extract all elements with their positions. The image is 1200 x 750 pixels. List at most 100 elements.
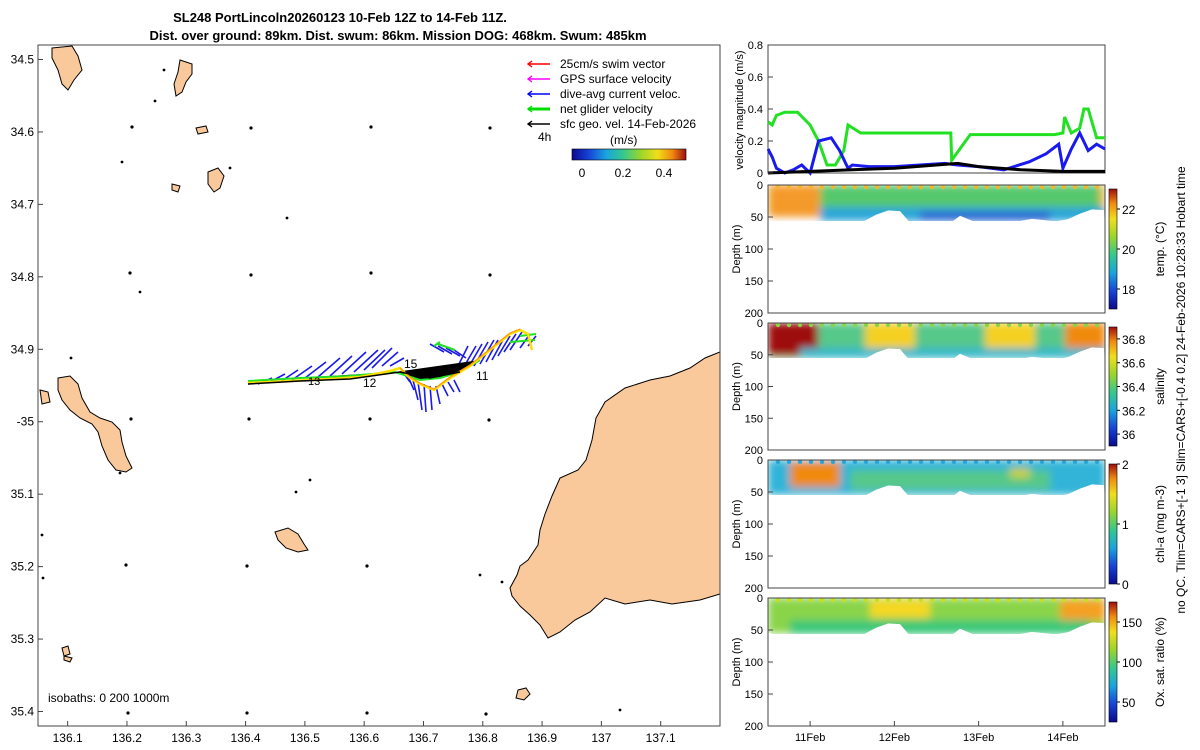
- velocity-y-tick-label: 0.6: [748, 72, 763, 84]
- map-x-tick-label: 136.6: [349, 731, 379, 745]
- heatmap-region: [1010, 468, 1030, 478]
- colorbar-tick-2: 0.4: [656, 166, 673, 180]
- velocity-series: [766, 107, 1106, 176]
- surface-dot: [995, 322, 1001, 328]
- map-y-tick-label: 35.3: [11, 632, 35, 646]
- land-island-small-2: [274, 527, 309, 553]
- land-island-north-1: [51, 45, 83, 91]
- section-y-tick-label: 0: [757, 455, 763, 467]
- map-colorbar: [571, 148, 687, 161]
- surface-dot: [1050, 597, 1056, 603]
- velocity-panel: 0 0.2 0.4 0.6 0.8 velocity magnitude (m/s): [734, 40, 1106, 180]
- colorbar-tick-label: 36: [1122, 428, 1136, 442]
- surface-dot: [962, 597, 968, 603]
- land-rocks: [40, 68, 622, 716]
- section-colorbar: [1108, 463, 1118, 585]
- land-mainland: [509, 351, 720, 639]
- surface-dot: [863, 184, 869, 190]
- surface-dot: [940, 184, 946, 190]
- surface-dot: [1006, 184, 1012, 190]
- heatmap-region: [865, 323, 915, 348]
- colorbar-label: temp. (°C): [1153, 222, 1167, 277]
- surface-dot: [1094, 597, 1100, 603]
- surface-dot: [863, 597, 869, 603]
- surface-dot: [951, 597, 957, 603]
- colorbar-label: Ox. sat. ratio (%): [1153, 617, 1167, 707]
- surface-dot: [1050, 459, 1056, 465]
- surface-dot: [951, 184, 957, 190]
- section-ylabel: Depth (m): [731, 638, 743, 687]
- colorbar-title: (m/s): [610, 133, 637, 147]
- surface-dot: [1083, 597, 1089, 603]
- surface-dot: [1039, 322, 1045, 328]
- heatmap-region: [920, 212, 1050, 220]
- map-x-tick-label: 136.7: [408, 731, 438, 745]
- velocity-series-line: [767, 107, 1105, 167]
- surface-dot: [896, 184, 902, 190]
- surface-dot: [885, 459, 891, 465]
- chart-title-line1: SL248 PortLincoln20260123 10-Feb 12Z to …: [173, 10, 507, 25]
- map-y-tick-label: 34.9: [11, 342, 35, 356]
- surface-dot: [984, 184, 990, 190]
- land-island-west: [57, 375, 133, 473]
- section-y-tick-label: 0: [757, 180, 763, 192]
- colorbar-tick-label: 50: [1122, 696, 1136, 710]
- surface-dot: [984, 597, 990, 603]
- surface-dot: [896, 322, 902, 328]
- surface-dot: [918, 184, 924, 190]
- surface-dot: [1028, 597, 1034, 603]
- surface-dot: [929, 597, 935, 603]
- surface-dot: [852, 459, 858, 465]
- surface-dot: [918, 322, 924, 328]
- velocity-y-axis: 0 0.2 0.4 0.6 0.8: [748, 40, 773, 180]
- colorbar-tick-1: 0.2: [615, 166, 632, 180]
- section-y-tick-label: 200: [745, 445, 763, 457]
- legend-arrowhead: [526, 105, 533, 113]
- day-label-13: 13: [308, 376, 320, 388]
- surface-dot: [1072, 459, 1078, 465]
- surface-dot: [1061, 184, 1067, 190]
- section-y-tick-label: 200: [745, 583, 763, 595]
- surface-dot: [1094, 459, 1100, 465]
- legend-label: sfc geo. vel. 14-Feb-2026: [560, 117, 696, 131]
- colorbar-tick-label: 18: [1122, 283, 1136, 297]
- surface-dot: [786, 459, 792, 465]
- map-y-tick-label: 34.6: [11, 125, 35, 139]
- date-tick-label: 11Feb: [795, 732, 825, 744]
- surface-dot: [819, 459, 825, 465]
- section-y-tick-label: 150: [745, 276, 763, 288]
- map-x-tick-label: 136.5: [290, 731, 320, 745]
- section-y-tick-label: 50: [751, 487, 763, 499]
- land-island-small-7: [61, 645, 73, 663]
- heatmap-region: [800, 185, 1100, 207]
- surface-dot: [830, 459, 836, 465]
- surface-dot: [918, 597, 924, 603]
- heatmap-region: [790, 620, 1090, 634]
- surface-dot: [874, 184, 880, 190]
- section-heatmap: [768, 460, 1105, 504]
- surface-dot: [907, 597, 913, 603]
- surface-dot: [808, 459, 814, 465]
- section-panel: 0 50 100 150 200 Depth (m) 22 20 18 temp. (°C): [731, 180, 1167, 320]
- surface-dot: [786, 322, 792, 328]
- heatmap-bottom-edge: [768, 622, 1105, 642]
- land-island-north-2: [173, 59, 193, 97]
- chart-title-line2: Dist. over ground: 89km. Dist. swum: 86k…: [149, 28, 646, 43]
- map-y-tick-label: -35: [17, 415, 35, 429]
- section-y-tick-label: 150: [745, 413, 763, 425]
- section-y-tick-label: 100: [745, 382, 763, 394]
- colorbar-tick-label: 22: [1122, 203, 1136, 217]
- section-ylabel: Depth (m): [731, 362, 743, 411]
- surface-dot: [1083, 459, 1089, 465]
- surface-dot: [929, 459, 935, 465]
- map-x-tick-label: 137: [591, 731, 611, 745]
- velocity-y-tick-label: 0.4: [748, 104, 763, 116]
- section-y-tick-label: 0: [757, 318, 763, 330]
- land-island-small-1: [207, 167, 225, 193]
- surface-dot: [1094, 184, 1100, 190]
- surface-dot: [1039, 459, 1045, 465]
- surface-dot: [984, 459, 990, 465]
- surface-dot: [841, 597, 847, 603]
- colorbar-left-label: 4h: [538, 130, 551, 144]
